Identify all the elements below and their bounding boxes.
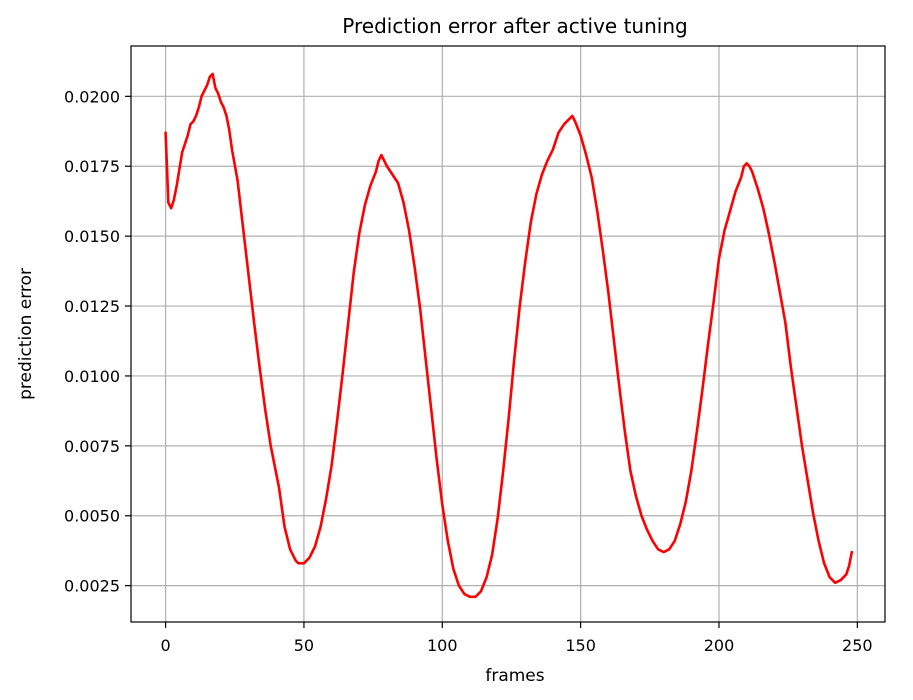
- y-tick-label: 0.0100: [64, 367, 120, 386]
- x-tick-label: 150: [565, 636, 596, 655]
- series-line: [164, 72, 854, 599]
- x-tick-label: 50: [294, 636, 314, 655]
- y-tick-label: 0.0025: [64, 577, 120, 596]
- y-tick-label: 0.0150: [64, 227, 120, 246]
- x-tick-label: 200: [704, 636, 735, 655]
- y-axis-label: prediction error: [16, 268, 36, 400]
- x-tick-label: 250: [842, 636, 873, 655]
- series-group: [164, 72, 854, 599]
- x-axis-label: frames: [485, 666, 544, 686]
- x-tick-label: 0: [160, 636, 170, 655]
- plot-frame: [130, 45, 886, 623]
- x-tick-label: 100: [427, 636, 458, 655]
- y-axis-ticks: 0.0025 0.0050 0.0075 0.0100 0.0125 0.0150 0.01…: [64, 87, 131, 596]
- y-tick-label: 0.0125: [64, 297, 120, 316]
- chart-title: Prediction error after active tuning: [342, 14, 687, 38]
- y-tick-label: 0.0050: [64, 507, 120, 526]
- y-tick-label: 0.0175: [64, 157, 120, 176]
- y-tick-label: 0.0075: [64, 437, 120, 456]
- y-tick-label: 0.0200: [64, 87, 120, 106]
- grid: [131, 46, 885, 622]
- x-axis-ticks: 0 50 100 150 200 250: [160, 622, 873, 655]
